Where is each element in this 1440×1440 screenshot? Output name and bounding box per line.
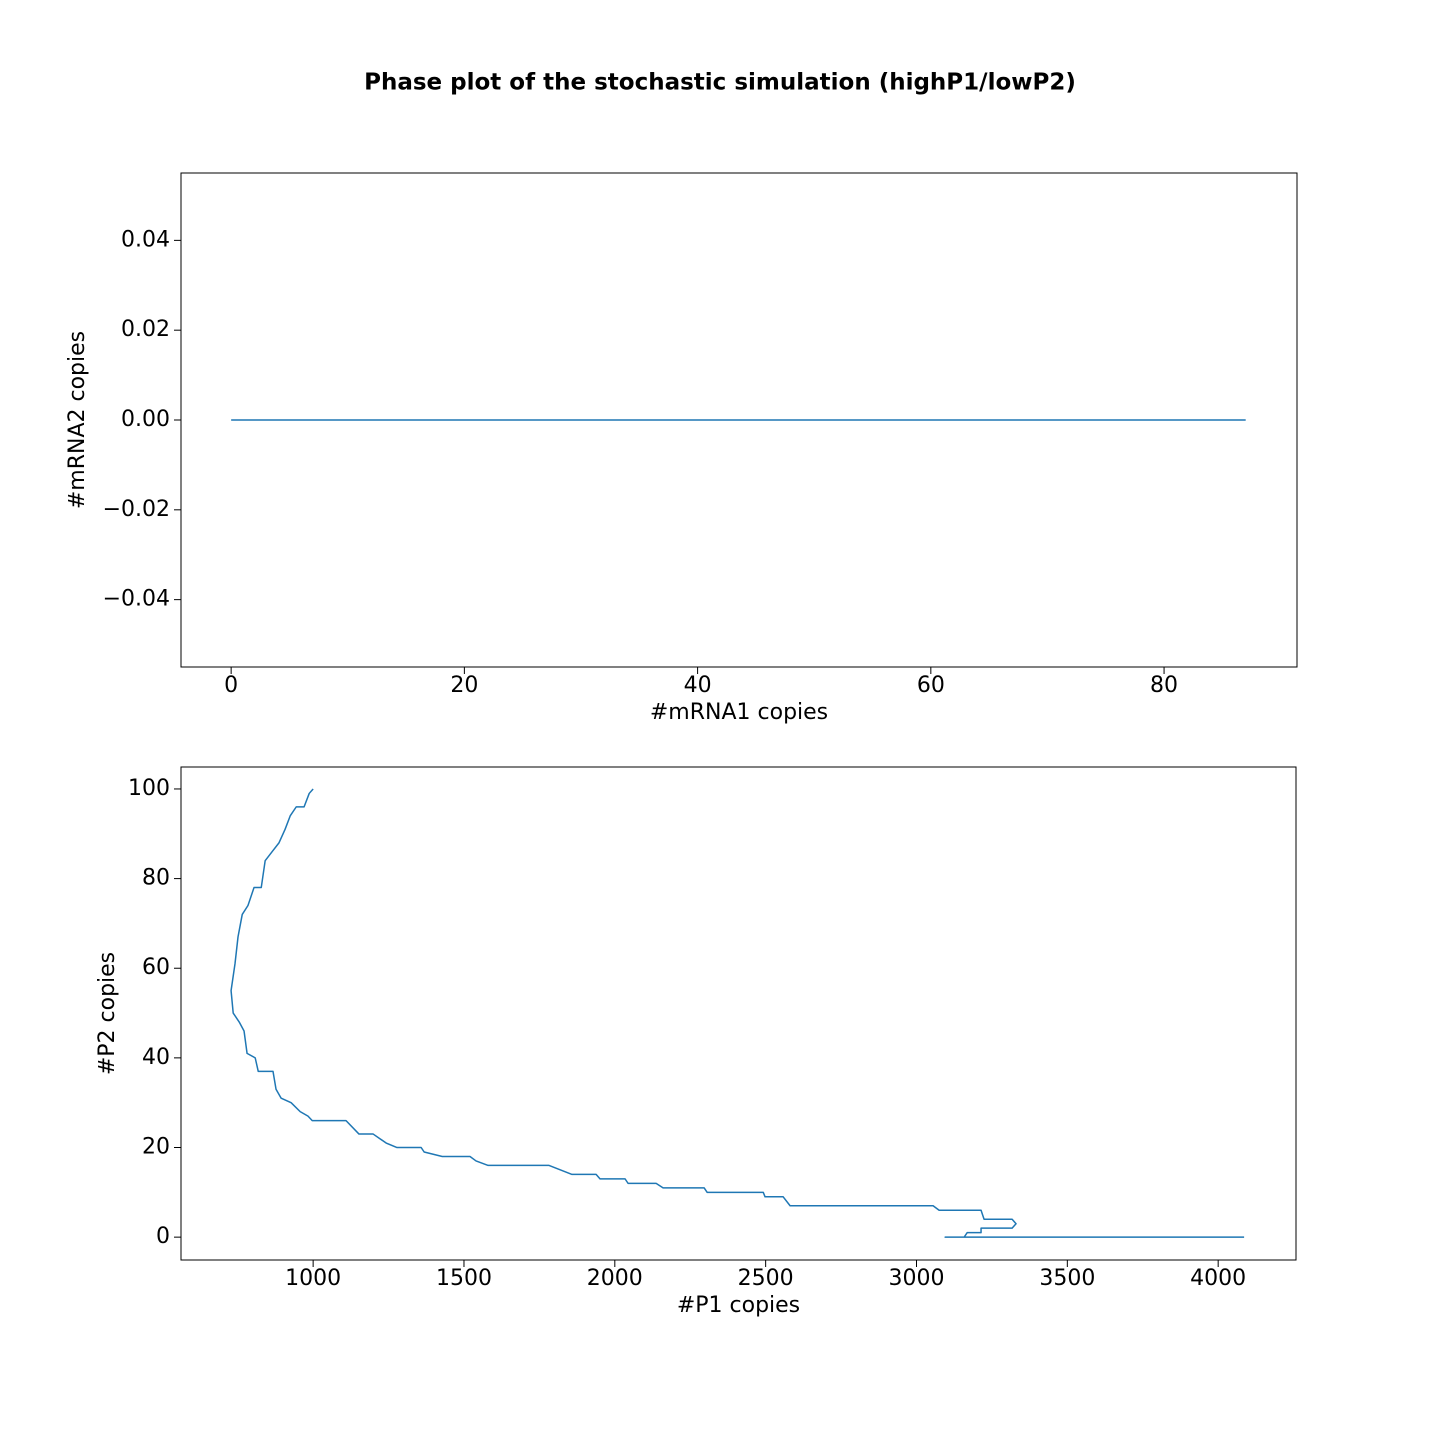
x-tick-label: 2500 — [738, 1266, 794, 1291]
y-tick-label: −0.02 — [103, 497, 170, 522]
y-axis-label: #P2 copies — [95, 952, 120, 1075]
y-tick-label: 0.02 — [121, 317, 170, 342]
x-tick-label: 80 — [1150, 673, 1178, 698]
y-tick-label: 60 — [142, 955, 170, 980]
x-tick-label: 3500 — [1039, 1266, 1095, 1291]
data-line — [230, 788, 1245, 1238]
plot-frame — [180, 766, 1297, 1261]
x-tick-label: 1500 — [436, 1266, 492, 1291]
y-tick-label: 0 — [156, 1224, 170, 1249]
x-tick-label: 40 — [684, 673, 712, 698]
y-tick-label: −0.04 — [103, 587, 170, 612]
y-tick-label: 0.00 — [121, 407, 170, 432]
y-tick-label: 40 — [142, 1045, 170, 1070]
x-tick-label: 4000 — [1190, 1266, 1246, 1291]
y-tick-label: 20 — [142, 1135, 170, 1160]
x-tick-label: 0 — [224, 673, 238, 698]
figure-title: Phase plot of the stochastic simulation … — [364, 70, 1076, 96]
x-tick-label: 3000 — [888, 1266, 944, 1291]
x-tick-label: 20 — [450, 673, 478, 698]
x-tick-label: 1000 — [285, 1266, 341, 1291]
x-tick-label: 2000 — [587, 1266, 643, 1291]
y-tick-label: 100 — [128, 776, 170, 801]
x-axis-label: #P1 copies — [677, 1293, 800, 1318]
y-tick-label: 0.04 — [121, 227, 170, 252]
y-axis-label: #mRNA2 copies — [65, 331, 90, 509]
x-axis-label: #mRNA1 copies — [650, 700, 828, 725]
y-tick-label: 80 — [142, 866, 170, 891]
x-tick-label: 60 — [917, 673, 945, 698]
